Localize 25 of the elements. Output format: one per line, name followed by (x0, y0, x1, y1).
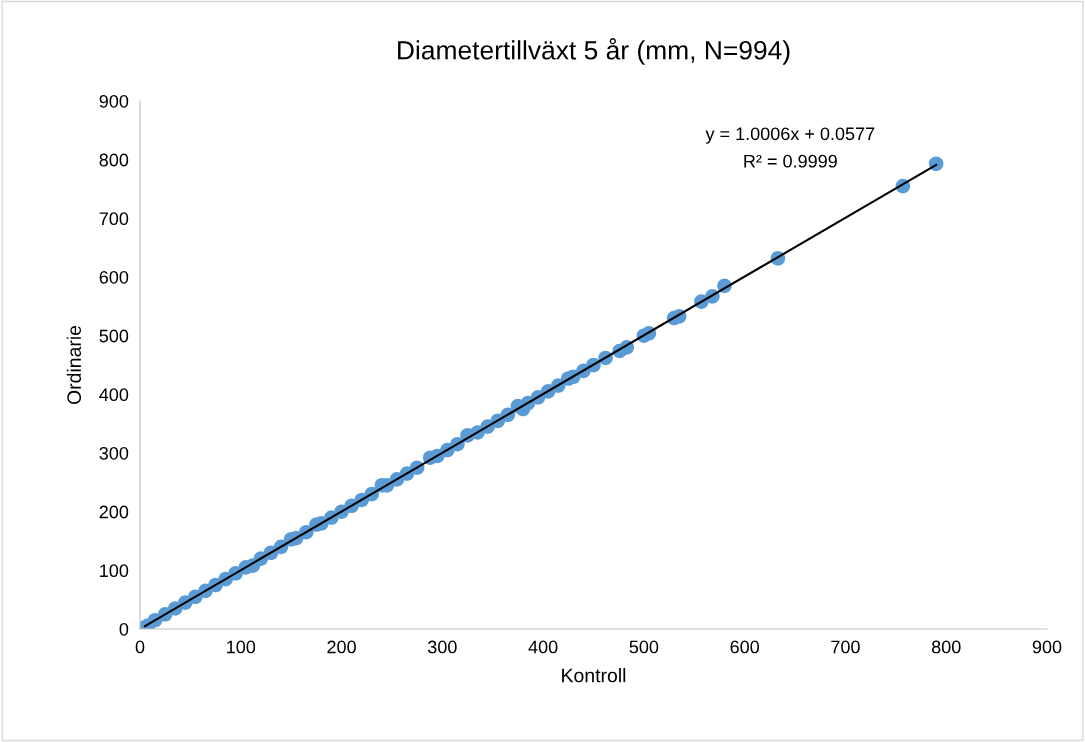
y-tick-label: 800 (99, 153, 129, 167)
annotation: y = 1.0006x + 0.0577 (705, 127, 875, 144)
y-tick-label: 600 (99, 270, 129, 284)
y-tick-label: 900 (99, 94, 129, 108)
x-tick-label: 500 (629, 640, 659, 654)
y-axis-title: Ordinarie (66, 325, 82, 405)
y-tick-label: 400 (99, 388, 129, 402)
x-tick-label: 700 (831, 640, 860, 654)
y-tick-label: 200 (99, 505, 129, 519)
x-tick-label: 0 (135, 640, 145, 654)
x-tick-label: 200 (327, 640, 356, 654)
x-tick-label: 300 (427, 640, 457, 654)
x-tick-label: 900 (1032, 640, 1062, 654)
annotation: R² = 0.9999 (744, 154, 837, 168)
x-tick-label: 400 (528, 640, 558, 654)
x-axis-title: Kontroll (562, 668, 626, 683)
y-tick-label: 100 (100, 564, 129, 578)
y-tick-label: 700 (99, 212, 129, 226)
x-tick-label: 800 (931, 640, 961, 654)
x-tick-label: 600 (730, 640, 760, 654)
x-tick-label: 100 (227, 640, 256, 654)
y-tick-label: 0 (119, 622, 129, 636)
chart-title: Diametertillväxt 5 år (mm, N=994) (398, 38, 790, 65)
y-tick-label: 500 (99, 329, 129, 343)
y-tick-label: 300 (99, 446, 129, 460)
